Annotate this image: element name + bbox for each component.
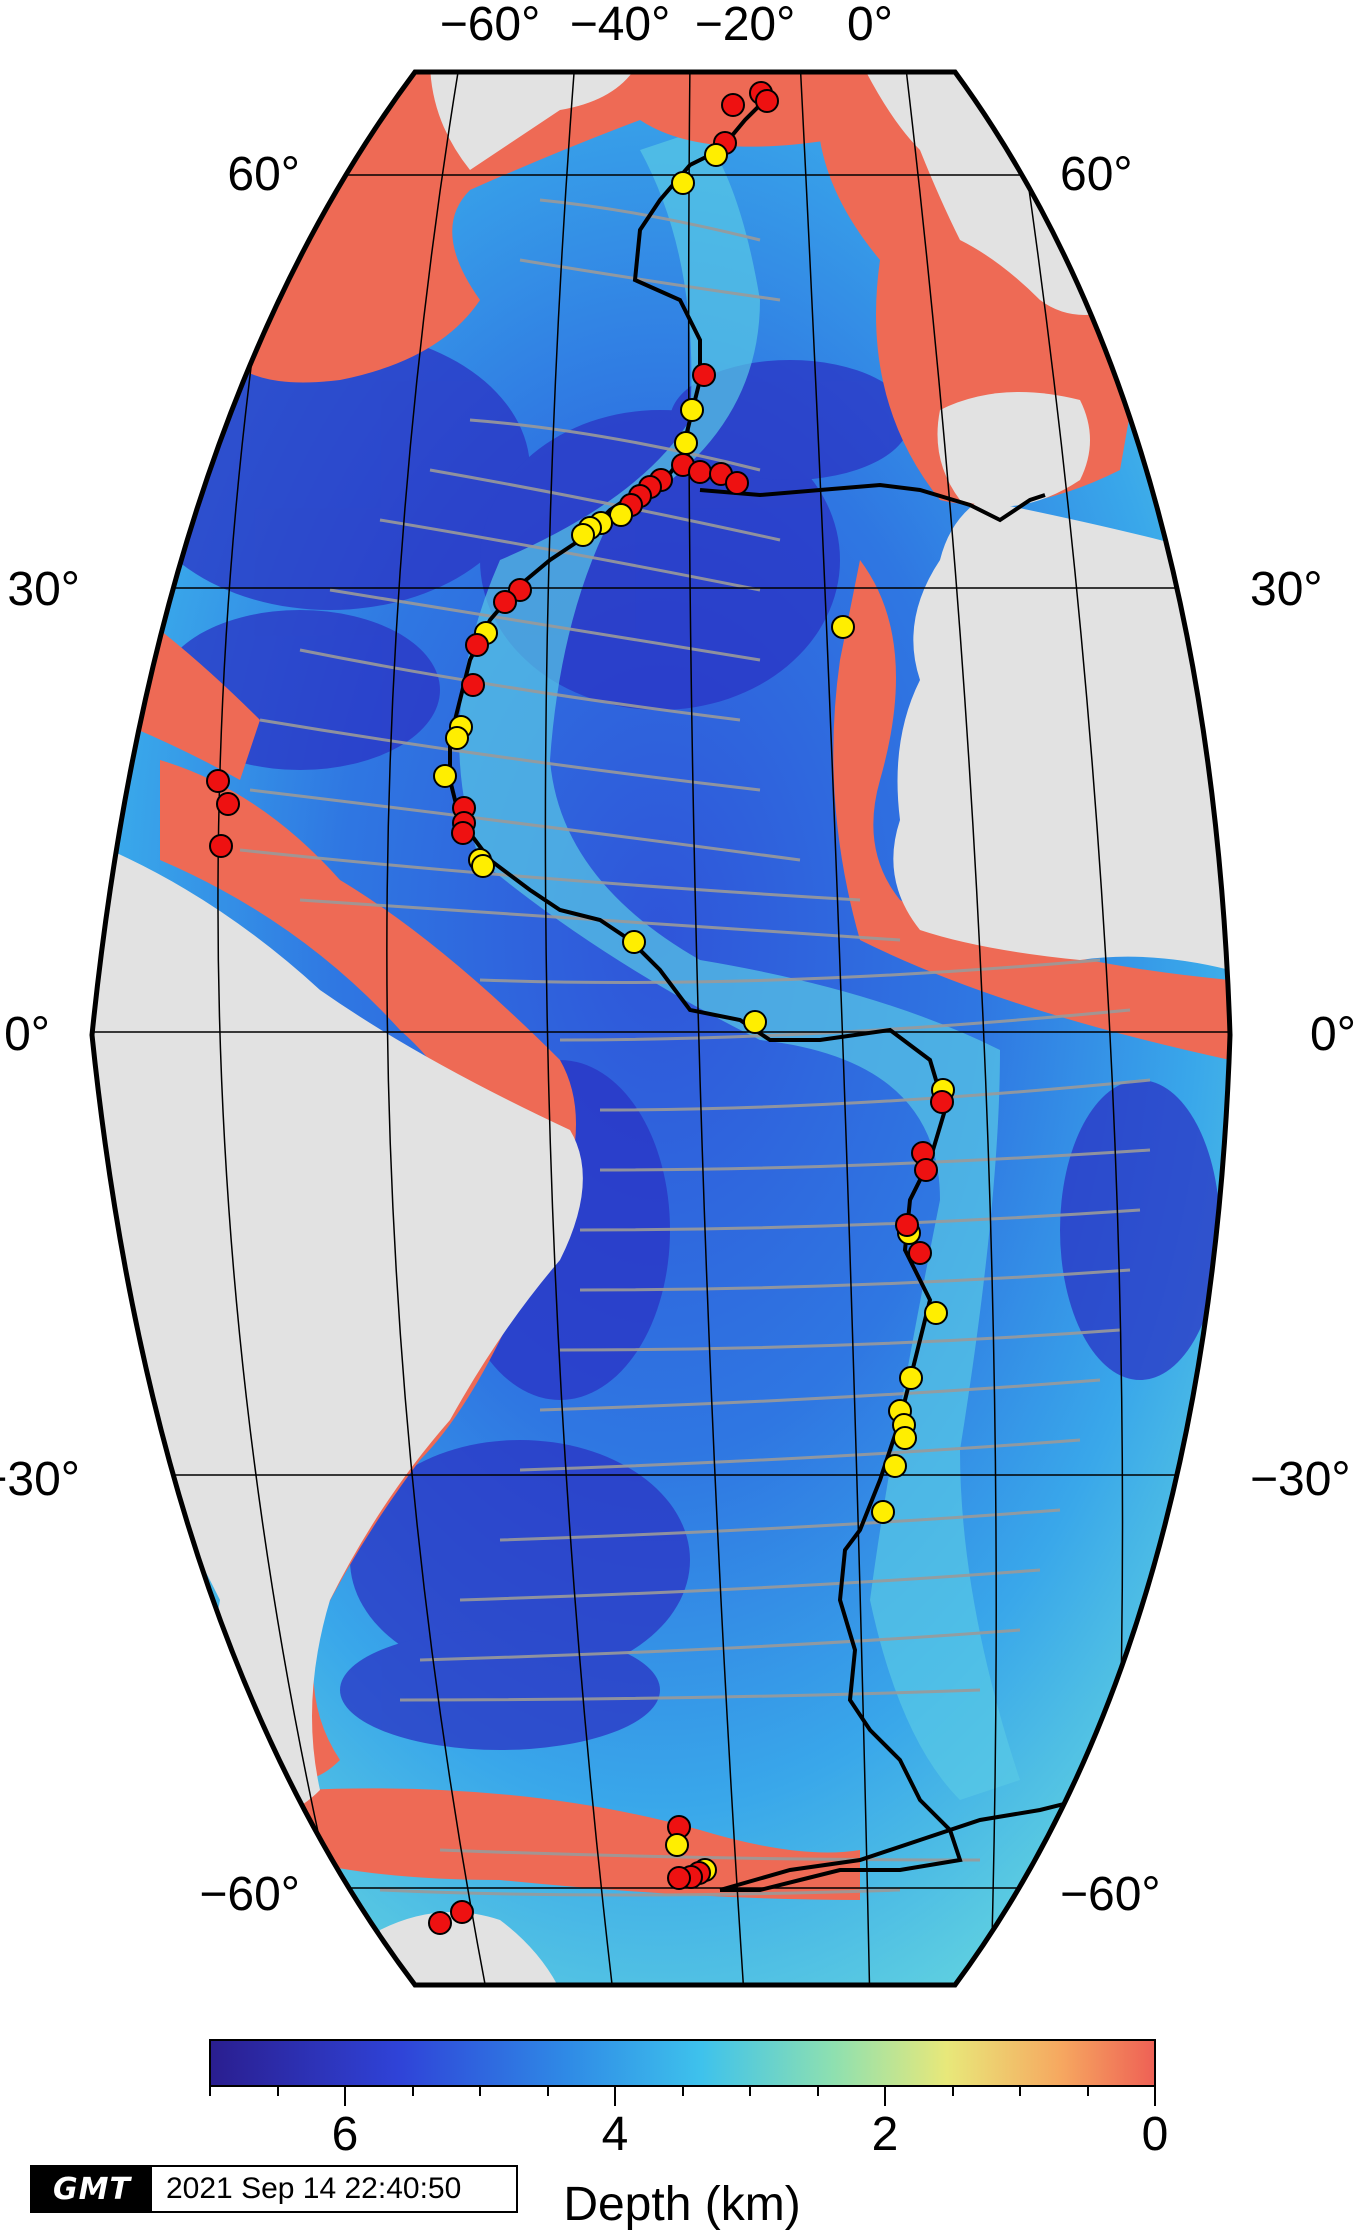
- colorbar-tick-label: 6: [332, 2108, 359, 2161]
- lat-label: 60°: [1060, 148, 1133, 201]
- marker-red: [450, 1900, 474, 1924]
- gmt-timestamp: GMT 2021 Sep 14 22:40:50: [30, 2165, 518, 2213]
- lat-label: −60°: [1060, 1868, 1161, 1921]
- colorbar-tick-label: 2: [872, 2108, 899, 2161]
- gmt-logo: GMT: [32, 2167, 152, 2211]
- colorbar-label: Depth (km): [563, 2178, 800, 2231]
- scotia-ridge: [719, 1798, 1081, 1892]
- marker-red: [461, 673, 485, 697]
- marker-red: [465, 633, 489, 657]
- colorbar-ticks: [209, 2086, 1156, 2106]
- greenland: [430, 72, 640, 170]
- south-america: [92, 830, 583, 1813]
- marker-yellow: [609, 503, 633, 527]
- marker-red: [206, 769, 230, 793]
- lat-label: 0°: [4, 1008, 50, 1061]
- marker-red: [725, 471, 749, 495]
- marker-yellow: [831, 615, 855, 639]
- marker-yellow: [924, 1301, 948, 1325]
- marker-red: [930, 1090, 954, 1114]
- iberia: [937, 392, 1090, 507]
- marker-yellow: [665, 1833, 689, 1857]
- lat-label: −30°: [1250, 1453, 1351, 1506]
- marker-yellow: [671, 171, 695, 195]
- colorbar-gradient: [209, 2039, 1156, 2087]
- lat-label: 60°: [227, 148, 300, 201]
- lat-labels-left: 60° 30° 0° −30° −60°: [0, 148, 300, 1921]
- marker-red: [493, 590, 517, 614]
- lon-labels: −60° −40° −20° 0°: [440, 0, 893, 51]
- marker-red: [914, 1158, 938, 1182]
- marker-red: [908, 1241, 932, 1265]
- marker-yellow: [893, 1426, 917, 1450]
- lat-label: 30°: [1250, 563, 1323, 616]
- colorbar-tick-label: 0: [1142, 2108, 1169, 2161]
- africa: [893, 500, 1230, 970]
- marker-yellow: [680, 398, 704, 422]
- marker-red: [209, 834, 233, 858]
- marker-red: [428, 1911, 452, 1935]
- azores-gibraltar-ridge: [699, 482, 1046, 523]
- lon-label: −20°: [695, 0, 796, 51]
- marker-red: [688, 460, 712, 484]
- timestamp-text: 2021 Sep 14 22:40:50: [152, 2167, 516, 2211]
- lon-label: 0°: [847, 0, 893, 51]
- marker-yellow: [674, 431, 698, 455]
- depth-colorbar: 6 4 2 0 Depth (km): [209, 2039, 1169, 2231]
- marker-yellow: [622, 930, 646, 954]
- marker-red: [721, 93, 745, 117]
- marker-red: [692, 363, 716, 387]
- marker-yellow: [743, 1010, 767, 1034]
- marker-yellow: [899, 1366, 923, 1390]
- lon-label: −40°: [570, 0, 671, 51]
- antarctic-peninsula: [380, 1912, 560, 1985]
- marker-yellow: [871, 1500, 895, 1524]
- marker-yellow: [445, 726, 469, 750]
- marker-yellow: [571, 523, 595, 547]
- marker-red: [451, 821, 475, 845]
- lat-labels-right: 60° 30° 0° −30° −60°: [1060, 148, 1356, 1921]
- colorbar-tick-label: 4: [602, 2108, 629, 2161]
- marker-red: [216, 792, 240, 816]
- lon-label: −60°: [440, 0, 541, 51]
- lat-label: 0°: [1310, 1008, 1356, 1061]
- marker-yellow: [704, 143, 728, 167]
- marker-red: [755, 89, 779, 113]
- marker-red: [895, 1213, 919, 1237]
- event-markers: [206, 81, 955, 1935]
- marker-yellow: [433, 764, 457, 788]
- map-frame: [89, 69, 1233, 1988]
- marker-yellow: [883, 1454, 907, 1478]
- lat-label: −30°: [0, 1453, 80, 1506]
- marker-red: [667, 1866, 691, 1890]
- lat-label: −60°: [199, 1868, 300, 1921]
- lat-label: 30°: [7, 563, 80, 616]
- marker-yellow: [471, 854, 495, 878]
